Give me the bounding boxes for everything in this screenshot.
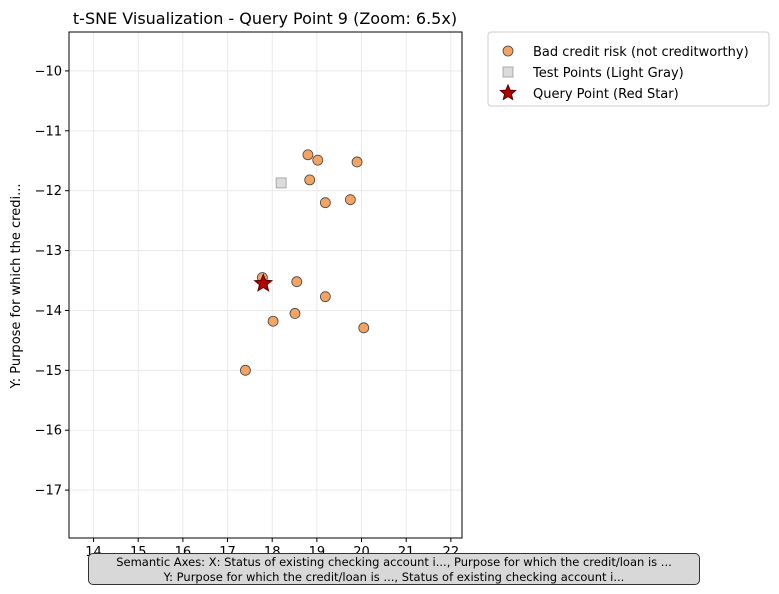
legend-frame	[487, 31, 770, 107]
legend-marker-bad-credit	[502, 45, 514, 57]
bad-credit-point	[344, 194, 356, 206]
y-tick-label: −14	[35, 304, 62, 319]
y-tick-label: −17	[35, 484, 62, 499]
bad-credit-point	[358, 322, 370, 334]
legend-label-query-point: Query Point (Red Star)	[533, 87, 679, 102]
bad-credit-point	[302, 149, 314, 161]
legend-marker-test-points	[502, 66, 514, 78]
chart-title: t-SNE Visualization - Query Point 9 (Zoo…	[73, 9, 457, 28]
bad-credit-point	[319, 197, 331, 209]
y-tick-label: −10	[35, 64, 62, 79]
legend-label-test-points: Test Points (Light Gray)	[532, 66, 684, 81]
bad-credit-point	[351, 156, 363, 168]
plot-frame	[68, 31, 463, 539]
bad-credit-point	[289, 308, 301, 319]
query-point-star	[253, 273, 274, 292]
y-tick-label: −16	[35, 424, 62, 439]
semantic-axes-annotation: Semantic Axes: X: Status of existing che…	[88, 553, 700, 585]
bad-credit-point	[304, 174, 316, 186]
y-axis-ticks: −10 −11 −12 −13 −14 −15 −16 −17	[35, 64, 69, 499]
legend-marker-query-point	[499, 83, 517, 101]
bad-credit-point	[319, 291, 331, 303]
data-points	[240, 149, 370, 376]
y-tick-label: −11	[35, 124, 62, 139]
annotation-line-2: Y: Purpose for which the credit/loan is …	[163, 570, 625, 584]
y-tick-label: −12	[35, 184, 62, 199]
test-point	[275, 177, 287, 189]
bad-credit-point	[240, 364, 251, 376]
bad-credit-point	[312, 154, 324, 166]
y-axis-label: Y: Purpose for which the credi...	[9, 184, 24, 390]
y-tick-label: −15	[35, 364, 62, 379]
bad-credit-point	[291, 276, 303, 288]
legend-label-bad-credit: Bad credit risk (not creditworthy)	[533, 45, 749, 60]
y-tick-label: −13	[35, 244, 62, 259]
grid-lines	[69, 32, 462, 538]
bad-credit-point	[267, 315, 279, 327]
legend: Bad credit risk (not creditworthy) Test …	[487, 31, 770, 107]
annotation-line-1: Semantic Axes: X: Status of existing che…	[116, 555, 672, 569]
